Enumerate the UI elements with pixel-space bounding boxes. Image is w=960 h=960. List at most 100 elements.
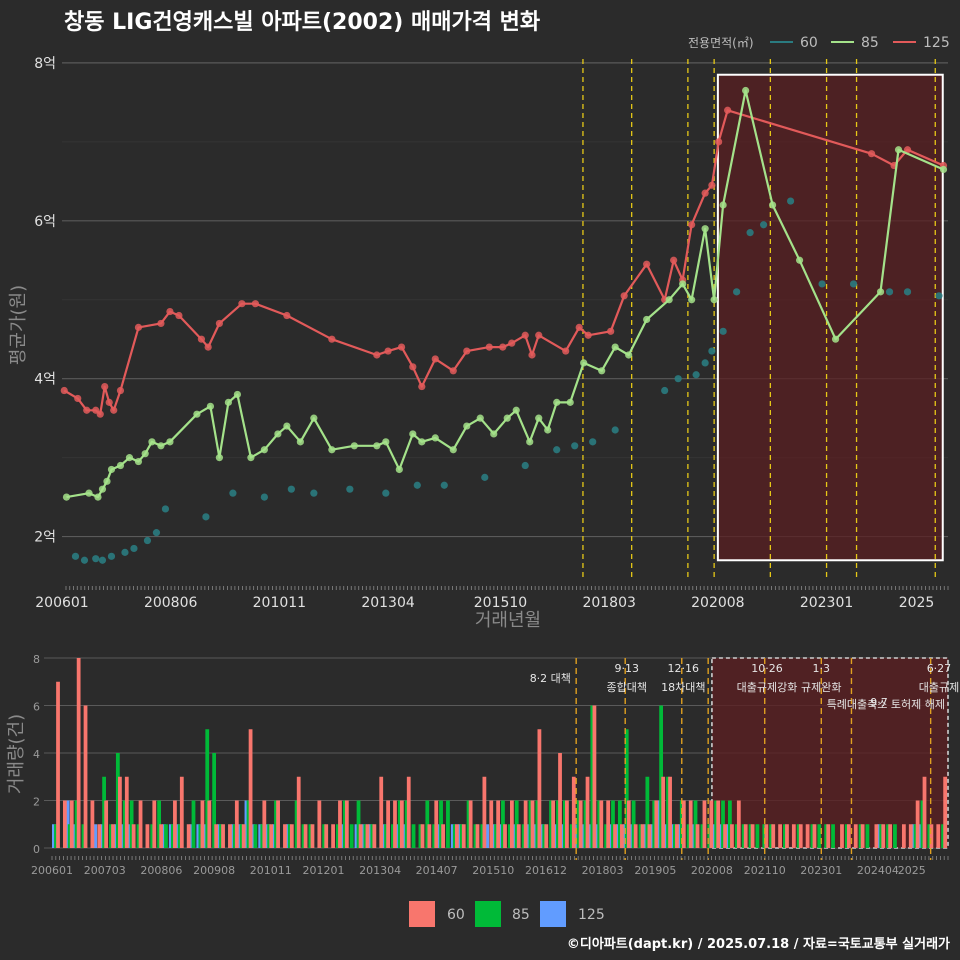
bar-85	[370, 824, 375, 848]
bar-125	[725, 824, 730, 848]
point-85	[296, 438, 304, 446]
bar-85	[170, 824, 175, 848]
bottom-legend-label-85: 85	[512, 907, 530, 923]
point-125	[74, 394, 82, 403]
bar-125	[100, 824, 104, 848]
bar-125	[670, 824, 675, 848]
point-125	[620, 292, 628, 300]
bar-85	[693, 800, 698, 848]
point-85	[328, 446, 336, 454]
point-60	[260, 493, 268, 501]
bottom-policy-lines	[575, 658, 932, 860]
bar-60	[730, 824, 734, 848]
bottom-y-tick-label: 2	[33, 796, 40, 809]
bar-85	[604, 824, 608, 848]
point-125	[397, 343, 406, 351]
point-125	[409, 363, 417, 371]
bar-85	[507, 824, 512, 848]
bar-125	[712, 824, 716, 848]
point-85	[310, 414, 318, 422]
bar-60	[599, 800, 604, 848]
point-85	[688, 296, 696, 304]
bar-60	[200, 800, 205, 848]
bar-85	[941, 824, 945, 848]
bar-85	[212, 753, 217, 848]
bar-60	[56, 681, 60, 848]
point-60	[80, 556, 89, 564]
point-125	[499, 343, 507, 351]
point-85	[535, 414, 543, 422]
point-60	[692, 371, 700, 379]
bar-85	[74, 800, 79, 848]
bar-60	[179, 776, 184, 848]
point-60	[481, 473, 489, 481]
bar-60	[626, 800, 631, 848]
bar-60	[399, 800, 404, 848]
legend-swatch-125	[540, 901, 566, 927]
point-85	[665, 296, 673, 304]
bar-85	[728, 800, 732, 848]
bar-85	[404, 800, 409, 848]
point-85	[247, 454, 255, 462]
point-125	[715, 138, 723, 146]
x-tick-label: 201304	[361, 595, 415, 611]
policy-annotations: 8·2 대책 9·13 종합대책 12·16 18차대책 10·26 대출규제강화 1·3 규제…	[530, 662, 959, 711]
point-85	[94, 493, 102, 501]
bar-85	[191, 800, 196, 848]
point-125	[670, 256, 678, 264]
highlight-region	[716, 73, 944, 562]
point-60	[903, 288, 912, 296]
bar-60	[138, 800, 143, 848]
bar-85	[672, 824, 677, 848]
bar-125	[340, 824, 345, 848]
point-125	[251, 300, 259, 308]
bar-85	[528, 800, 533, 848]
bar-125	[719, 824, 723, 848]
bar-85	[810, 824, 815, 848]
bar-60	[289, 824, 294, 848]
bar-85	[301, 824, 306, 848]
bar-85	[150, 824, 155, 848]
point-125	[175, 311, 183, 320]
bar-60	[716, 800, 721, 848]
bar-85	[817, 824, 822, 848]
bottom-x-tick-label: 200601	[31, 864, 73, 877]
bar-60	[791, 824, 796, 848]
bottom-x-tick-label: 2025	[898, 864, 926, 877]
bar-85	[707, 824, 712, 848]
bottom-y-tick-label: 0	[33, 843, 40, 856]
bar-125	[162, 824, 166, 848]
point-125	[903, 146, 912, 154]
x-tick-label: 201510	[474, 595, 527, 611]
x-tick-label: 202008	[691, 595, 744, 611]
bar-85	[748, 824, 753, 848]
legend-swatch-60	[409, 901, 435, 927]
bottom-x-tick-label: 202008	[691, 864, 733, 877]
point-60	[553, 446, 561, 454]
point-60	[521, 461, 529, 470]
bar-60	[283, 824, 287, 848]
point-85	[350, 442, 358, 450]
bar-85	[81, 824, 86, 848]
bar-85	[659, 705, 664, 848]
point-85	[382, 438, 390, 446]
y-tick-label: 2억	[34, 530, 56, 546]
point-60	[229, 489, 237, 497]
point-60	[107, 552, 116, 560]
point-85	[224, 398, 233, 406]
bar-125	[237, 824, 242, 848]
bar-85	[232, 824, 237, 848]
bar-60	[633, 824, 638, 848]
bar-60	[482, 776, 487, 848]
point-125	[110, 406, 118, 414]
bar-60	[544, 824, 549, 848]
point-85	[831, 335, 840, 343]
bar-125	[65, 800, 70, 848]
point-125	[96, 410, 104, 418]
x-tick-label: 200601	[35, 595, 88, 611]
bar-60	[475, 824, 480, 848]
point-85	[215, 454, 224, 462]
legend-title: 전용면적(㎡)	[688, 36, 754, 50]
bar-85	[583, 800, 588, 848]
bar-125	[217, 824, 221, 848]
